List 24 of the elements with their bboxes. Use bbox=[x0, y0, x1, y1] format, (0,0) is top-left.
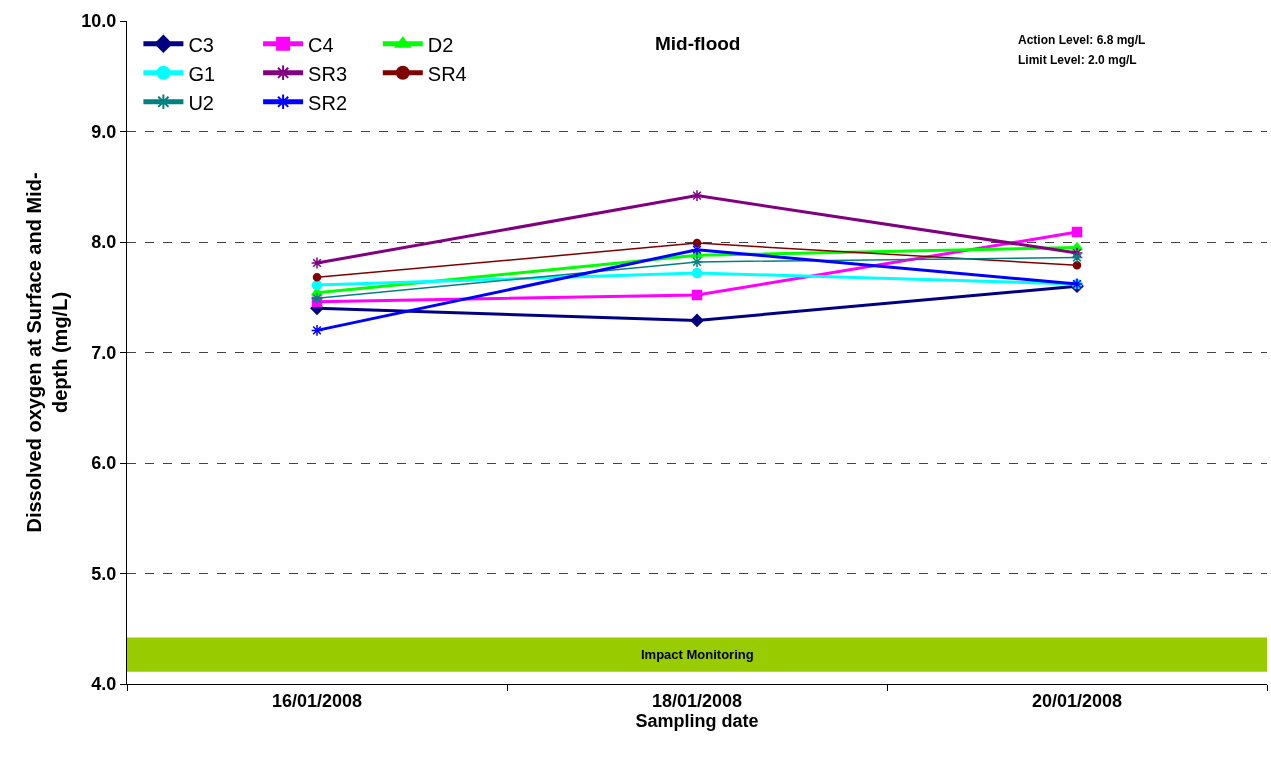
legend-label: U2 bbox=[188, 91, 214, 114]
x-axis-title: Sampling date bbox=[635, 710, 759, 731]
legend-label: SR2 bbox=[308, 91, 348, 114]
annotation: Action Level: 6.8 mg/L bbox=[1018, 33, 1146, 47]
text: Mid-flood bbox=[655, 33, 741, 54]
legend-label: C3 bbox=[188, 33, 214, 56]
y-tick-label: 7.0 bbox=[91, 342, 117, 363]
legend-label: SR4 bbox=[427, 62, 467, 85]
legend-label: G1 bbox=[188, 62, 216, 85]
band-label: Impact Monitoring bbox=[641, 647, 754, 662]
legend-label: C4 bbox=[308, 33, 334, 56]
y-tick-label: 10.0 bbox=[81, 11, 117, 32]
y-tick-label: 4.0 bbox=[91, 674, 117, 695]
x-tick-label: 16/01/2008 bbox=[271, 690, 363, 711]
annotation: Limit Level: 2.0 mg/L bbox=[1018, 53, 1137, 67]
y-tick-label: 8.0 bbox=[91, 232, 117, 253]
x-tick-label: 20/01/2008 bbox=[1031, 690, 1123, 711]
legend-label: SR3 bbox=[308, 62, 348, 85]
y-axis-title: Dissolved oxygen at Surface and Mid-depth (mg/L) bbox=[22, 172, 71, 533]
legend-label: D2 bbox=[427, 33, 454, 56]
y-tick-label: 5.0 bbox=[91, 563, 117, 584]
y-tick-label: 9.0 bbox=[91, 121, 117, 142]
x-tick-label: 18/01/2008 bbox=[651, 690, 743, 711]
y-tick-label: 6.0 bbox=[91, 453, 117, 474]
